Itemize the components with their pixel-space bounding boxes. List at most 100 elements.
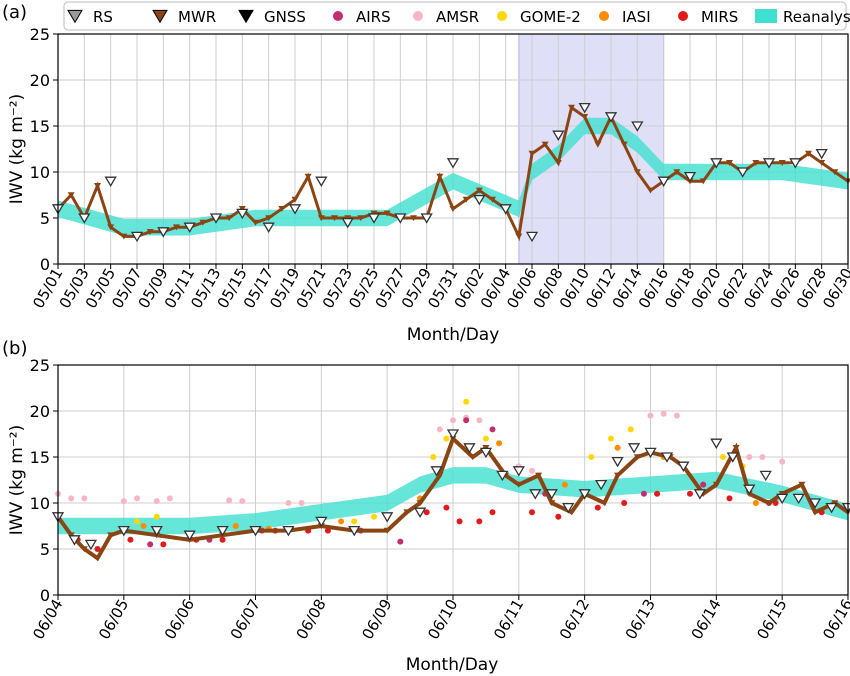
mwr-point xyxy=(94,183,101,189)
amsr-point xyxy=(647,412,654,419)
legend-marker-amsr xyxy=(413,11,423,21)
rs-point xyxy=(815,148,828,160)
mwr-point xyxy=(410,215,417,222)
amsr-point xyxy=(450,417,456,424)
iasi-point xyxy=(752,500,759,506)
mwr-point xyxy=(528,150,536,157)
mwr-point xyxy=(712,481,720,488)
rs-point xyxy=(117,525,130,537)
rs-point xyxy=(463,443,476,454)
y-tick-label: 5 xyxy=(40,209,50,228)
y-tick-label: 20 xyxy=(30,71,50,90)
rs-point xyxy=(736,167,749,178)
mwr-point xyxy=(80,546,88,553)
legend-marker-mwr xyxy=(152,9,168,24)
mwr-point xyxy=(67,192,75,199)
rs-point xyxy=(789,158,802,169)
amsr-point xyxy=(673,412,680,419)
panel-b-ylabel: IWV (kg m⁻²) xyxy=(7,425,27,536)
rs-point xyxy=(446,429,460,440)
panel-a-label: (a) xyxy=(2,2,27,23)
y-tick-label: 5 xyxy=(40,540,50,559)
mwr-point xyxy=(462,196,470,203)
mwr-point xyxy=(304,173,312,180)
mwr-point xyxy=(818,160,826,166)
mwr-point xyxy=(594,141,602,148)
rs-point xyxy=(236,208,249,220)
rs-point xyxy=(84,539,98,551)
plot-frame xyxy=(57,364,849,596)
mwr-point xyxy=(844,178,850,185)
rs-point xyxy=(420,213,433,224)
amsr-point xyxy=(759,454,766,460)
rs-point xyxy=(762,158,776,169)
rs-point xyxy=(473,194,486,206)
rs-point xyxy=(657,176,670,187)
mwr-point xyxy=(614,472,622,479)
rs-point xyxy=(578,489,591,500)
mwr-point xyxy=(436,472,444,479)
gome-2-point xyxy=(482,435,489,442)
mirs-point xyxy=(555,513,562,520)
rs-point xyxy=(413,507,427,518)
amsr-point xyxy=(285,500,292,506)
rs-point xyxy=(157,227,170,238)
mirs-point xyxy=(529,509,535,516)
mwr-point xyxy=(515,481,523,488)
mwr-point xyxy=(732,445,740,451)
x-tick-label: 06/12 xyxy=(556,596,593,642)
rs-point xyxy=(512,466,525,477)
panel-b-label: (b) xyxy=(2,338,27,359)
amsr-point xyxy=(746,454,753,460)
mwr-point xyxy=(225,215,233,222)
legend-label-amsr: AMSR xyxy=(436,8,479,26)
legend-marker-rs xyxy=(67,9,83,24)
mwr-point xyxy=(436,173,444,180)
mwr-point xyxy=(291,196,299,203)
rs-point xyxy=(743,484,756,495)
rs-point xyxy=(104,176,117,187)
rs-point xyxy=(710,158,723,169)
iasi-point xyxy=(614,444,621,451)
rs-point xyxy=(209,213,223,224)
rs-point xyxy=(394,213,407,224)
x-tick-label: 06/07 xyxy=(227,596,264,642)
rs-point xyxy=(611,456,624,468)
mirs-point xyxy=(423,509,430,516)
mirs-point xyxy=(687,490,693,497)
amsr-point xyxy=(239,498,246,505)
panel-a: 051015202505/0105/0305/0505/0705/0905/11… xyxy=(29,25,850,311)
mwr-point xyxy=(94,555,101,562)
rs-point xyxy=(150,525,163,537)
rs-point xyxy=(578,102,591,114)
legend-label-gome-2: GOME-2 xyxy=(520,8,581,26)
legend-label-airs: AIRS xyxy=(356,8,391,26)
airs-point xyxy=(147,541,154,548)
gome-2-point xyxy=(719,454,726,460)
rs-point xyxy=(825,502,838,514)
rs-point xyxy=(660,452,674,463)
x-tick-label: 06/14 xyxy=(688,596,725,642)
iasi-point xyxy=(561,481,568,488)
mirs-point xyxy=(726,495,733,502)
mwr-point xyxy=(568,104,575,111)
rs-point xyxy=(677,461,690,472)
mwr-point xyxy=(805,150,812,157)
x-tick-label: 06/08 xyxy=(293,596,330,642)
mwr-point xyxy=(265,215,273,222)
y-tick-label: 15 xyxy=(30,448,50,467)
amsr-point xyxy=(81,495,88,502)
rs-point xyxy=(367,213,381,224)
rs-point xyxy=(529,489,542,500)
rs-point xyxy=(644,447,657,459)
rs-point xyxy=(288,204,302,215)
rs-point xyxy=(183,530,196,541)
x-tick-label: 06/06 xyxy=(161,596,198,642)
mirs-point xyxy=(160,541,167,548)
rs-point xyxy=(710,438,723,449)
x-tick-label: 06/05 xyxy=(95,596,132,642)
rs-point xyxy=(262,222,275,233)
mwr-point xyxy=(752,160,760,166)
gome-2-point xyxy=(371,513,377,520)
